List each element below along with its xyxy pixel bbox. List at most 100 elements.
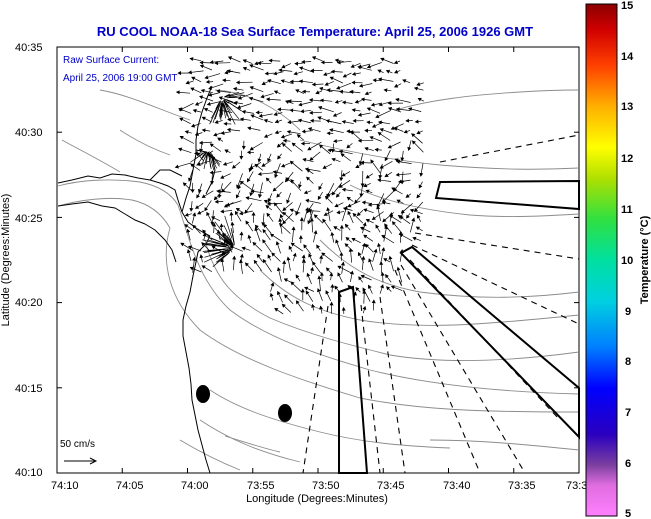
current-vector-head bbox=[333, 226, 338, 230]
current-vector-head bbox=[326, 88, 331, 93]
current-vector-head bbox=[366, 107, 371, 112]
current-vector-head bbox=[352, 212, 357, 218]
current-vector-head bbox=[360, 160, 365, 165]
current-vector-head bbox=[395, 97, 400, 102]
current-vector-head bbox=[381, 247, 386, 252]
current-vector-head bbox=[191, 123, 196, 128]
current-vector-head bbox=[267, 79, 272, 83]
current-vector-head bbox=[356, 212, 361, 217]
current-vector-head bbox=[214, 119, 219, 124]
current-vector-head bbox=[344, 223, 349, 228]
current-vector-head bbox=[368, 284, 372, 289]
current-vector-head bbox=[239, 180, 245, 185]
current-vector-head bbox=[402, 79, 407, 83]
current-vector-head bbox=[377, 69, 382, 74]
current-vector-head bbox=[374, 147, 379, 152]
current-vector bbox=[221, 100, 224, 108]
current-vector bbox=[225, 105, 236, 125]
current-vector-head bbox=[340, 261, 345, 266]
current-vector-head bbox=[216, 189, 221, 194]
current-vector-head bbox=[179, 135, 184, 140]
current-vector-head bbox=[384, 173, 389, 178]
current-vector-head bbox=[363, 208, 368, 213]
current-vector-head bbox=[200, 88, 205, 93]
current-vector-head bbox=[289, 160, 294, 165]
current-vector bbox=[222, 235, 232, 245]
current-vector bbox=[208, 155, 211, 168]
current-vector-head bbox=[282, 207, 287, 211]
current-vector-head bbox=[379, 164, 384, 169]
current-vector bbox=[202, 152, 207, 159]
current-vector-head bbox=[342, 73, 347, 78]
current-vector-head bbox=[338, 184, 343, 188]
current-vector-head bbox=[239, 231, 244, 236]
current-vector-head bbox=[286, 129, 291, 134]
current-vector-head bbox=[403, 129, 408, 134]
current-vector-head bbox=[388, 107, 393, 111]
current-vector-head bbox=[213, 132, 218, 137]
current-vector-head bbox=[346, 129, 350, 134]
current-vector-head bbox=[189, 266, 194, 271]
current-vector-head bbox=[308, 98, 313, 103]
current-vector-head bbox=[299, 66, 304, 71]
current-vector-head bbox=[249, 64, 254, 68]
current-vector-head bbox=[313, 230, 318, 235]
current-vector-head bbox=[210, 181, 214, 185]
current-vector-head bbox=[192, 212, 197, 217]
current-vector-head bbox=[199, 64, 205, 69]
current-vector-head bbox=[383, 88, 388, 93]
legend-line1: Raw Surface Current: bbox=[63, 55, 159, 66]
current-vector-head bbox=[346, 196, 351, 201]
current-vector-head bbox=[380, 271, 385, 276]
current-vector-head bbox=[334, 285, 339, 290]
current-vector-head bbox=[264, 71, 269, 76]
current-vector-head bbox=[329, 76, 334, 81]
current-vector-head bbox=[318, 185, 323, 191]
current-vector-head bbox=[280, 79, 285, 84]
current-vector bbox=[215, 232, 230, 244]
current-vector-head bbox=[247, 234, 252, 239]
current-vector-head bbox=[274, 119, 279, 124]
current-vector-head bbox=[340, 153, 345, 158]
current-vector-head bbox=[338, 293, 343, 297]
current-vector-head bbox=[290, 281, 295, 286]
current-vector-head bbox=[267, 157, 271, 163]
current-vector-head bbox=[331, 157, 336, 162]
current-vector-head bbox=[305, 198, 310, 203]
current-vector-head bbox=[310, 68, 314, 73]
current-vector-head bbox=[276, 193, 281, 198]
current-vector-head bbox=[351, 108, 356, 113]
current-vector-head bbox=[348, 247, 353, 252]
y-tick-label: 40:10 bbox=[15, 467, 43, 479]
current-vector-head bbox=[283, 278, 288, 283]
current-vector-head bbox=[347, 210, 352, 215]
current-vector-head bbox=[390, 126, 395, 130]
current-vector-head bbox=[199, 60, 204, 65]
current-vector-head bbox=[307, 127, 313, 131]
current-vector-head bbox=[394, 83, 399, 88]
current-vector-head bbox=[362, 222, 367, 227]
current-vector-head bbox=[329, 128, 334, 133]
current-vector-head bbox=[191, 76, 196, 81]
current-vector-head bbox=[236, 105, 242, 109]
current-vector-head bbox=[291, 226, 296, 231]
current-vector-head bbox=[229, 211, 234, 216]
current-vector-head bbox=[370, 159, 375, 164]
current-vector-head bbox=[377, 178, 382, 183]
current-vector-head bbox=[198, 140, 203, 145]
current-vector-head bbox=[295, 89, 300, 93]
colorbar-tick-label: 10 bbox=[621, 255, 633, 267]
island-2 bbox=[278, 404, 292, 422]
current-vector-head bbox=[360, 274, 365, 279]
current-vector-head bbox=[235, 194, 240, 199]
current-vector-head bbox=[330, 69, 335, 74]
current-vector-head bbox=[319, 98, 324, 103]
current-vector-head bbox=[220, 175, 225, 179]
current-vector-head bbox=[309, 156, 314, 161]
current-vector-head bbox=[376, 205, 381, 210]
current-vector-head bbox=[245, 220, 250, 225]
current-vector-head bbox=[318, 105, 323, 110]
current-vector-head bbox=[395, 159, 401, 164]
current-vector-head bbox=[216, 89, 221, 94]
current-vector-head bbox=[313, 214, 318, 219]
